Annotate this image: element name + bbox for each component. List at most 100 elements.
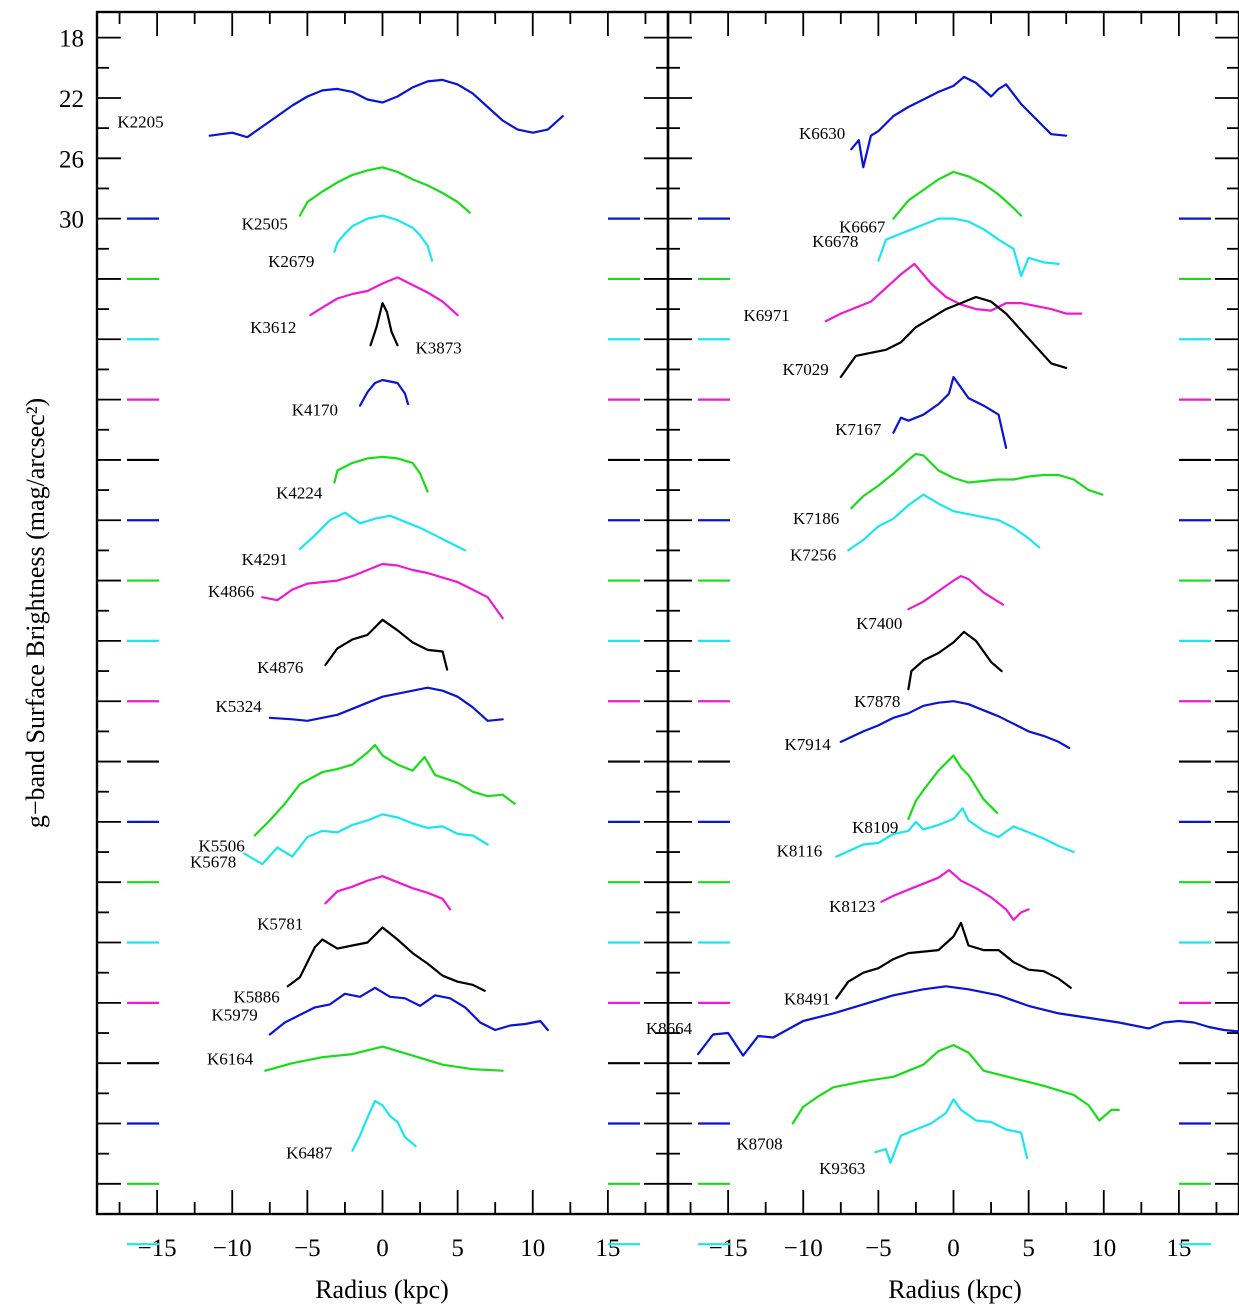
series-label-K7400: K7400 xyxy=(856,614,902,633)
series-label-K5324: K5324 xyxy=(216,697,263,716)
series-label-K5506: K5506 xyxy=(199,837,245,856)
series-line-K4170 xyxy=(358,378,410,407)
series-label-K7256: K7256 xyxy=(790,545,836,564)
left-x-axis-title: Radius (kpc) xyxy=(315,1275,449,1304)
left-panel-frame xyxy=(95,10,670,1216)
left-x-tick-label: 15 xyxy=(595,1235,620,1262)
series-label-K4866: K4866 xyxy=(208,582,254,601)
series-line-K2205 xyxy=(208,78,564,139)
series-line-K2679 xyxy=(333,214,434,262)
series-line-K4224 xyxy=(333,455,429,493)
series-label-K2205: K2205 xyxy=(117,113,163,132)
series-label-K5678: K5678 xyxy=(190,853,236,872)
series-label-K4170: K4170 xyxy=(292,401,338,420)
series-label-K7878: K7878 xyxy=(854,692,900,711)
series-line-K6164 xyxy=(264,1045,504,1072)
series-line-K8491 xyxy=(835,921,1072,1000)
series-line-K7400 xyxy=(907,574,1005,611)
right-x-tick-label: 15 xyxy=(1166,1235,1191,1262)
left-x-tick-label: 10 xyxy=(520,1235,545,1262)
right-x-tick-label: −10 xyxy=(784,1235,823,1262)
series-label-K5886: K5886 xyxy=(234,987,280,1006)
right-panel-frame xyxy=(666,10,1239,1216)
y-axis-title: g−band Surface Brightness (mag/arcsec²) xyxy=(21,398,50,828)
series-label-K6630: K6630 xyxy=(799,124,845,143)
right-series-markers xyxy=(698,217,1211,1246)
series-label-K6487: K6487 xyxy=(286,1144,333,1163)
series-line-K5979 xyxy=(268,986,549,1036)
right-x-tick-label: −5 xyxy=(865,1235,892,1262)
series-line-K4866 xyxy=(261,562,504,620)
series-line-K3873 xyxy=(369,302,399,347)
series-line-K5324 xyxy=(268,686,504,722)
series-line-K7167 xyxy=(892,375,1008,449)
left-y-tick-label: 30 xyxy=(59,207,84,234)
series-line-K2505 xyxy=(298,166,471,217)
right-y-ticks xyxy=(668,36,1239,1185)
left-x-tick-label: −10 xyxy=(213,1235,252,1262)
series-line-K7186 xyxy=(850,452,1104,510)
series-line-K8123 xyxy=(880,868,1030,922)
series-line-K6971 xyxy=(824,262,1083,323)
series-label-K5781: K5781 xyxy=(257,914,303,933)
left-series-labels: K2205 K2505 K2679 K3612 K3873 K4170 K4224 K4291… xyxy=(117,113,461,1163)
series-label-K9363: K9363 xyxy=(819,1159,865,1178)
series-label-K8491: K8491 xyxy=(784,989,830,1008)
series-line-K5886 xyxy=(286,926,486,992)
left-y-tick-label: 26 xyxy=(59,146,84,173)
series-line-K7029 xyxy=(839,295,1068,379)
series-line-K8708 xyxy=(791,1043,1120,1125)
series-line-K4876 xyxy=(324,618,449,671)
series-line-K5678 xyxy=(243,813,489,866)
right-x-tick-label: 10 xyxy=(1091,1235,1116,1262)
series-line-K8664 xyxy=(696,985,1239,1057)
series-label-K6164: K6164 xyxy=(207,1050,254,1069)
series-line-K8116 xyxy=(835,807,1075,858)
series-line-K7914 xyxy=(839,700,1071,750)
series-label-K2679: K2679 xyxy=(268,252,314,271)
left-series-markers xyxy=(127,217,640,1246)
series-line-K9363 xyxy=(874,1098,1029,1164)
right-x-tick-label: 5 xyxy=(1022,1235,1035,1262)
left-series-curves xyxy=(208,78,564,1152)
series-label-K5979: K5979 xyxy=(212,1006,258,1025)
series-label-K6667: K6667 xyxy=(839,218,886,237)
series-label-K6678: K6678 xyxy=(812,232,858,251)
series-line-K6487 xyxy=(351,1099,417,1152)
left-y-ticks: 18 22 26 30 xyxy=(59,26,668,1185)
series-line-K7256 xyxy=(847,493,1041,552)
left-x-tick-label: −15 xyxy=(138,1235,177,1262)
left-x-ticks: −15 −10 −5 0 5 10 15 xyxy=(118,12,647,1262)
series-label-K7029: K7029 xyxy=(783,360,829,379)
left-x-tick-label: 5 xyxy=(451,1235,464,1262)
right-x-ticks: −15 −10 −5 0 5 10 15 xyxy=(689,12,1218,1262)
series-label-K4876: K4876 xyxy=(257,658,303,677)
series-label-K3612: K3612 xyxy=(250,318,296,337)
series-line-K6667 xyxy=(892,170,1023,220)
series-label-K3873: K3873 xyxy=(416,338,462,357)
right-x-tick-label: −15 xyxy=(709,1235,748,1262)
series-line-K8109 xyxy=(907,754,999,821)
right-x-tick-label: 0 xyxy=(947,1235,960,1262)
series-label-K2505: K2505 xyxy=(242,215,288,234)
left-y-tick-label: 22 xyxy=(59,86,84,113)
series-line-K5781 xyxy=(324,875,452,911)
left-x-tick-label: 0 xyxy=(376,1235,389,1262)
series-line-K5506 xyxy=(253,743,516,837)
left-y-tick-label: 18 xyxy=(59,26,84,53)
series-label-K8116: K8116 xyxy=(777,842,823,861)
series-label-K7914: K7914 xyxy=(785,735,832,754)
series-label-K4291: K4291 xyxy=(242,550,288,569)
series-label-K8664: K8664 xyxy=(646,1019,693,1038)
series-line-K6678 xyxy=(877,217,1060,277)
series-label-K7167: K7167 xyxy=(835,420,882,439)
series-label-K4224: K4224 xyxy=(276,484,323,503)
right-series-curves xyxy=(696,75,1239,1164)
series-label-K7186: K7186 xyxy=(793,509,839,528)
series-line-K4291 xyxy=(298,511,467,552)
series-label-K8123: K8123 xyxy=(829,897,875,916)
